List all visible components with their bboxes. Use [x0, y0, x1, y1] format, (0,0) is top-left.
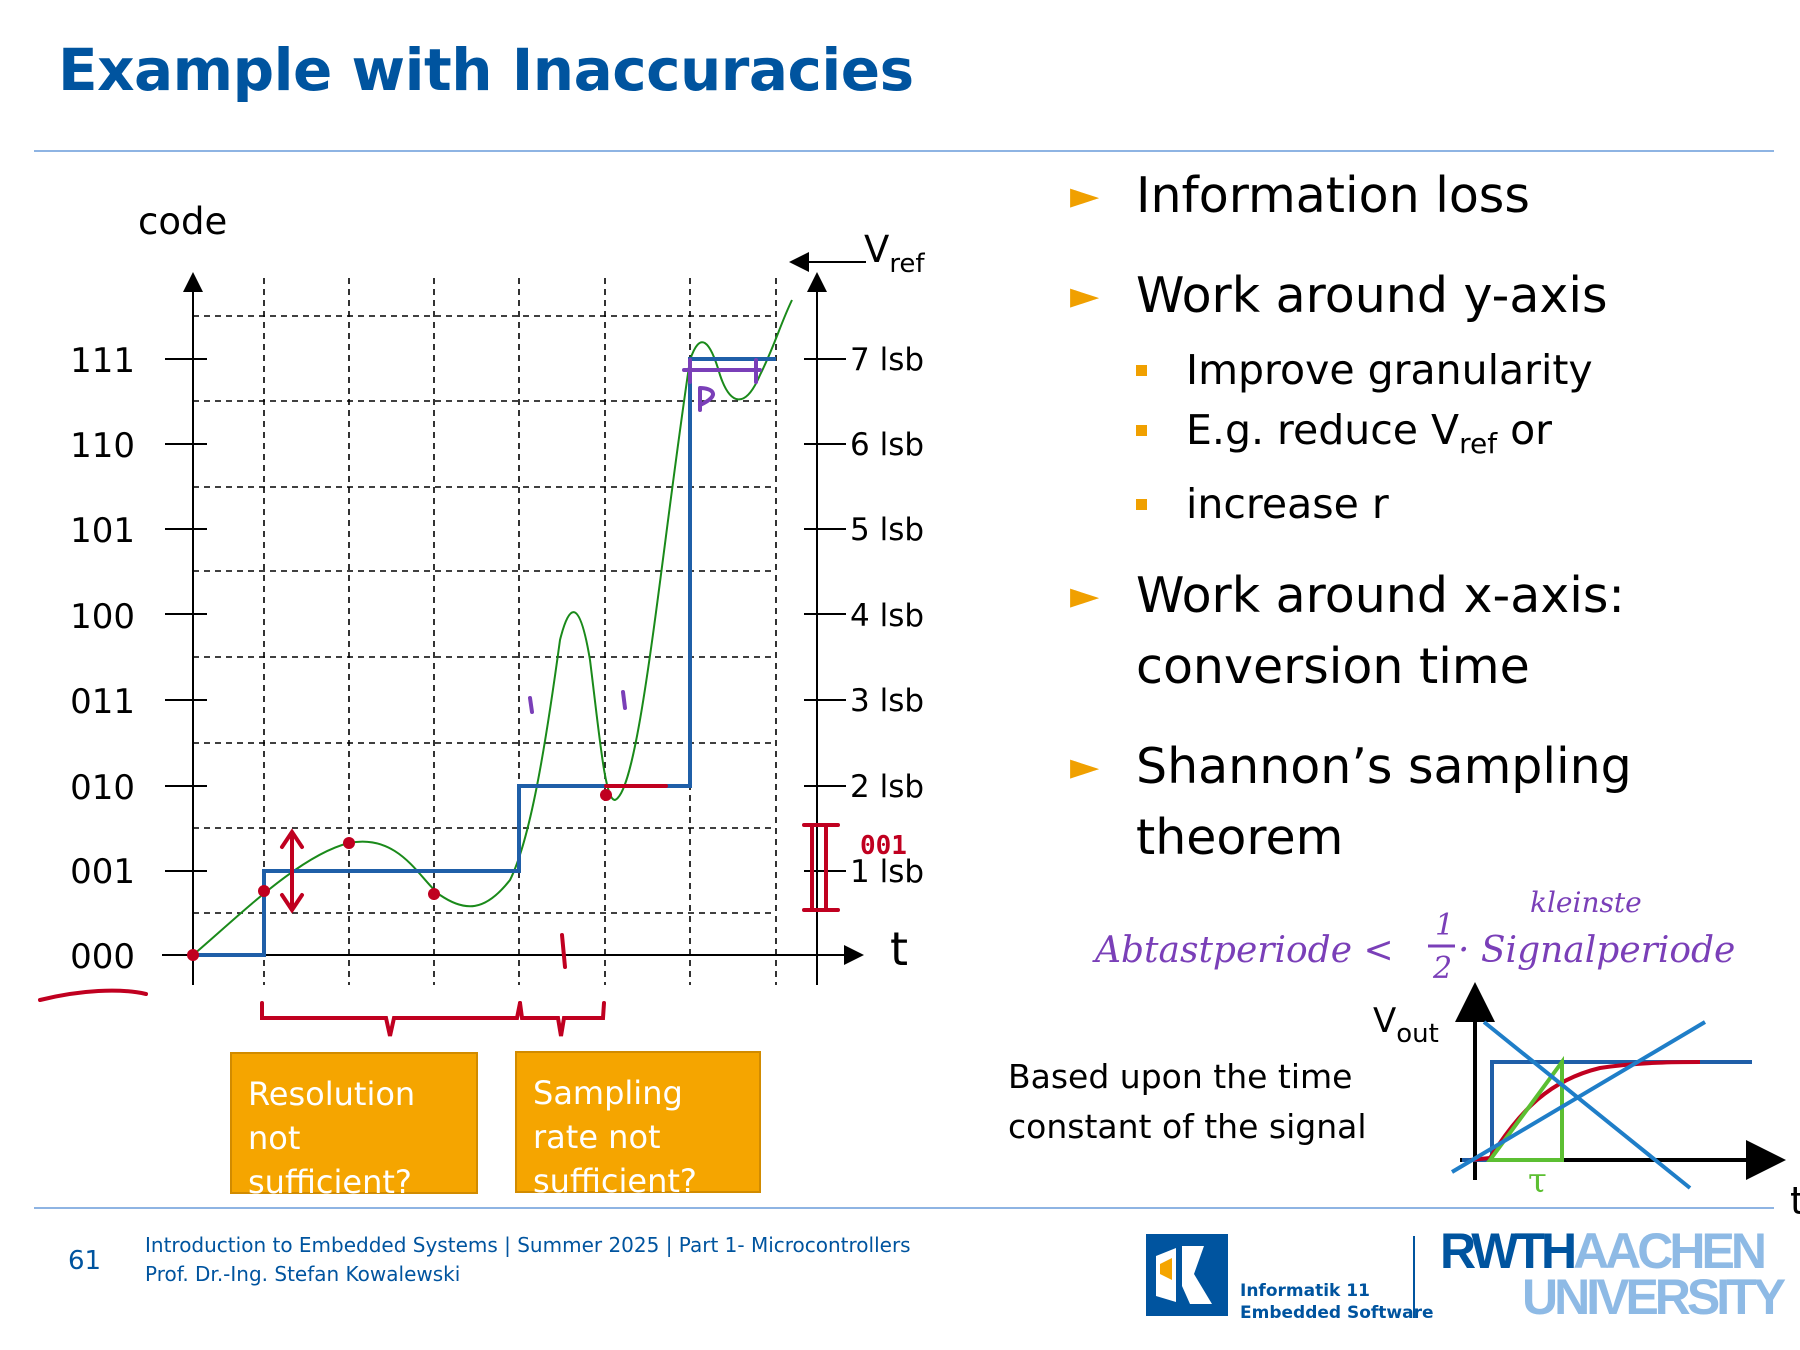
red-handwriting — [38, 784, 840, 1037]
resolution-box: Resolution not sufficient? — [230, 1052, 478, 1201]
logo-caption: Informatik 11 Embedded Software — [1240, 1281, 1434, 1323]
bullet-triangle-icon: ► — [1070, 273, 1100, 317]
subbullet-reduce-vref: E.g. reduce Vref or — [1068, 400, 1768, 474]
bullet-list: ► Information loss ► Work around y-axis … — [1068, 160, 1768, 902]
bullet-square-icon — [1136, 365, 1147, 376]
vref-label: Vref — [864, 228, 925, 279]
bullet-triangle-icon: ► — [1070, 173, 1100, 217]
cross-out — [1450, 1020, 1707, 1190]
subbullet-increase-r: increase r — [1068, 474, 1768, 534]
handwritten-code: 001 — [860, 831, 907, 861]
rc-response — [1469, 1060, 1701, 1162]
lsb-label: 4 lsb — [850, 598, 924, 634]
handwritten-formula: Abtastperiode < 1 2 · Signalperiode klei… — [1092, 886, 1735, 986]
vout-label: Vout — [1373, 1001, 1439, 1049]
resolution-box-text: Resolution not sufficient? — [248, 1075, 416, 1201]
inset-t-label: t — [1790, 1179, 1800, 1223]
subbullet-granularity: Improve granularity — [1068, 340, 1768, 400]
code-label: 111 — [70, 341, 135, 381]
formula-left: Abtastperiode < — [1092, 930, 1394, 971]
bullet-triangle-icon: ► — [1070, 744, 1100, 789]
formula-right: · Signalperiode — [1458, 930, 1735, 971]
y-axis-label: code — [138, 200, 227, 243]
step-input — [1462, 1060, 1752, 1162]
code-label: 011 — [70, 682, 135, 722]
lsb-label: 5 lsb — [850, 512, 924, 548]
formula-num: 1 — [1435, 908, 1454, 943]
code-label: 101 — [70, 511, 135, 551]
footer-text: Introduction to Embedded Systems | Summe… — [145, 1231, 911, 1289]
bullet-x-axis: ► Work around x-axis: conversion time — [1068, 560, 1768, 702]
x-axis-label: t — [890, 922, 908, 976]
lsb-label: 1 lsb — [850, 854, 924, 890]
bullet-square-icon — [1136, 425, 1147, 436]
formula-above: kleinste — [1530, 886, 1642, 919]
slide-number: 61 — [68, 1246, 102, 1276]
sample-points — [187, 789, 612, 961]
code-label: 000 — [70, 937, 135, 977]
bottom-divider — [34, 1207, 1774, 1209]
sampling-box: Sampling rate not sufficient? — [515, 1051, 761, 1200]
sampling-box-text: Sampling rate not sufficient? — [533, 1074, 697, 1200]
logo-separator — [1413, 1236, 1415, 1318]
code-label: 010 — [70, 768, 135, 808]
bullet-shannon: ► Shannon’s sampling theorem — [1068, 731, 1768, 873]
green-signal-curve — [192, 299, 793, 956]
quantized-staircase — [193, 357, 776, 957]
code-label: 001 — [70, 852, 135, 892]
top-divider — [34, 150, 1774, 152]
lsb-ticks — [804, 358, 846, 872]
purple-handwriting — [528, 358, 762, 714]
code-labels: 000 001 010 011 100 101 110 111 — [70, 341, 135, 977]
tau-label: τ — [1528, 1161, 1547, 1201]
time-constant-inset: Vout t τ — [1373, 982, 1800, 1223]
bullet-information-loss: ► Information loss — [1068, 160, 1768, 231]
lsb-label: 7 lsb — [850, 342, 924, 378]
lsb-label: 6 lsb — [850, 427, 924, 463]
tangent-line — [1486, 1055, 1564, 1162]
y-ticks — [165, 358, 207, 872]
time-constant-note: Based upon the time constant of the sign… — [1008, 1057, 1367, 1146]
y-axis-subbullets: Improve granularity E.g. reduce Vref or … — [1068, 340, 1768, 534]
lsb-labels: 1 lsb 2 lsb 3 lsb 4 lsb 5 lsb 6 lsb 7 ls… — [850, 342, 924, 890]
informatik11-logo-icon — [1146, 1234, 1228, 1316]
rwth-logo: RWTHAACHEN UNIVERSITY — [1440, 1223, 1786, 1325]
bullet-y-axis: ► Work around y-axis — [1068, 260, 1768, 331]
code-label: 100 — [70, 597, 135, 637]
grid-dashed — [193, 278, 777, 985]
slide-title: Example with Inaccuracies — [58, 36, 914, 104]
code-label: 110 — [70, 426, 135, 466]
formula-den: 2 — [1432, 951, 1452, 986]
bullet-triangle-icon: ► — [1070, 573, 1100, 618]
lsb-label: 3 lsb — [850, 683, 924, 719]
footer-author: Prof. Dr.-Ing. Stefan Kowalewski — [145, 1262, 461, 1286]
lsb-label: 2 lsb — [850, 769, 924, 805]
bullet-square-icon — [1136, 499, 1147, 511]
footer-course: Introduction to Embedded Systems | Summe… — [145, 1233, 911, 1257]
